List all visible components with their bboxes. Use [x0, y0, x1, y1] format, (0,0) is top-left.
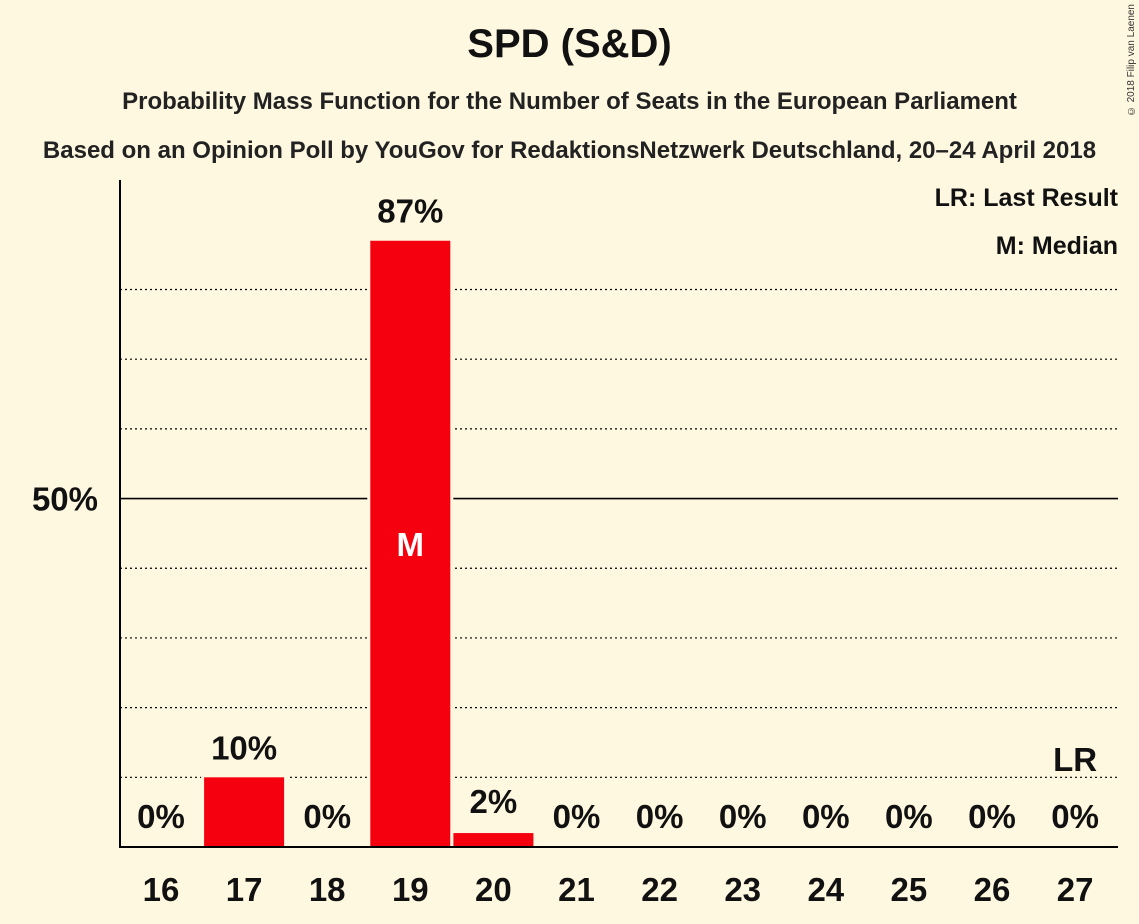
- data-label: 87%: [377, 193, 443, 230]
- x-tick-label: 23: [724, 871, 761, 908]
- chart-subtitle: Probability Mass Function for the Number…: [122, 88, 1017, 115]
- bar: [453, 833, 534, 847]
- x-tick-label: 19: [392, 871, 429, 908]
- y-tick-label: 50%: [32, 481, 98, 518]
- x-tick-label: 18: [309, 871, 346, 908]
- x-tick-label: 17: [226, 871, 263, 908]
- data-label: 0%: [636, 798, 684, 835]
- data-label: 0%: [137, 798, 185, 835]
- x-tick-label: 22: [641, 871, 678, 908]
- data-label: 2%: [470, 783, 518, 820]
- data-label: 0%: [553, 798, 601, 835]
- x-tick-label: 20: [475, 871, 512, 908]
- median-marker: M: [397, 526, 425, 563]
- data-label: 0%: [303, 798, 351, 835]
- x-tick-label: 26: [974, 871, 1011, 908]
- data-label: 0%: [802, 798, 850, 835]
- x-tick-label: 25: [891, 871, 928, 908]
- data-label: 0%: [968, 798, 1016, 835]
- x-tick-label: 16: [143, 871, 180, 908]
- data-label: 0%: [885, 798, 933, 835]
- legend-median: M: Median: [995, 232, 1118, 260]
- data-label: 0%: [719, 798, 767, 835]
- last-result-marker: LR: [1053, 741, 1097, 778]
- data-label: 10%: [211, 729, 277, 766]
- x-tick-label: 27: [1057, 871, 1094, 908]
- data-label: 0%: [1051, 798, 1099, 835]
- x-tick-label: 24: [807, 871, 844, 908]
- bar: [204, 777, 285, 847]
- bar: [370, 240, 451, 847]
- chart-source: Based on an Opinion Poll by YouGov for R…: [42, 137, 1097, 164]
- x-tick-label: 21: [558, 871, 595, 908]
- chart-title: SPD (S&D): [467, 22, 672, 66]
- legend-last-result: LR: Last Result: [934, 184, 1118, 212]
